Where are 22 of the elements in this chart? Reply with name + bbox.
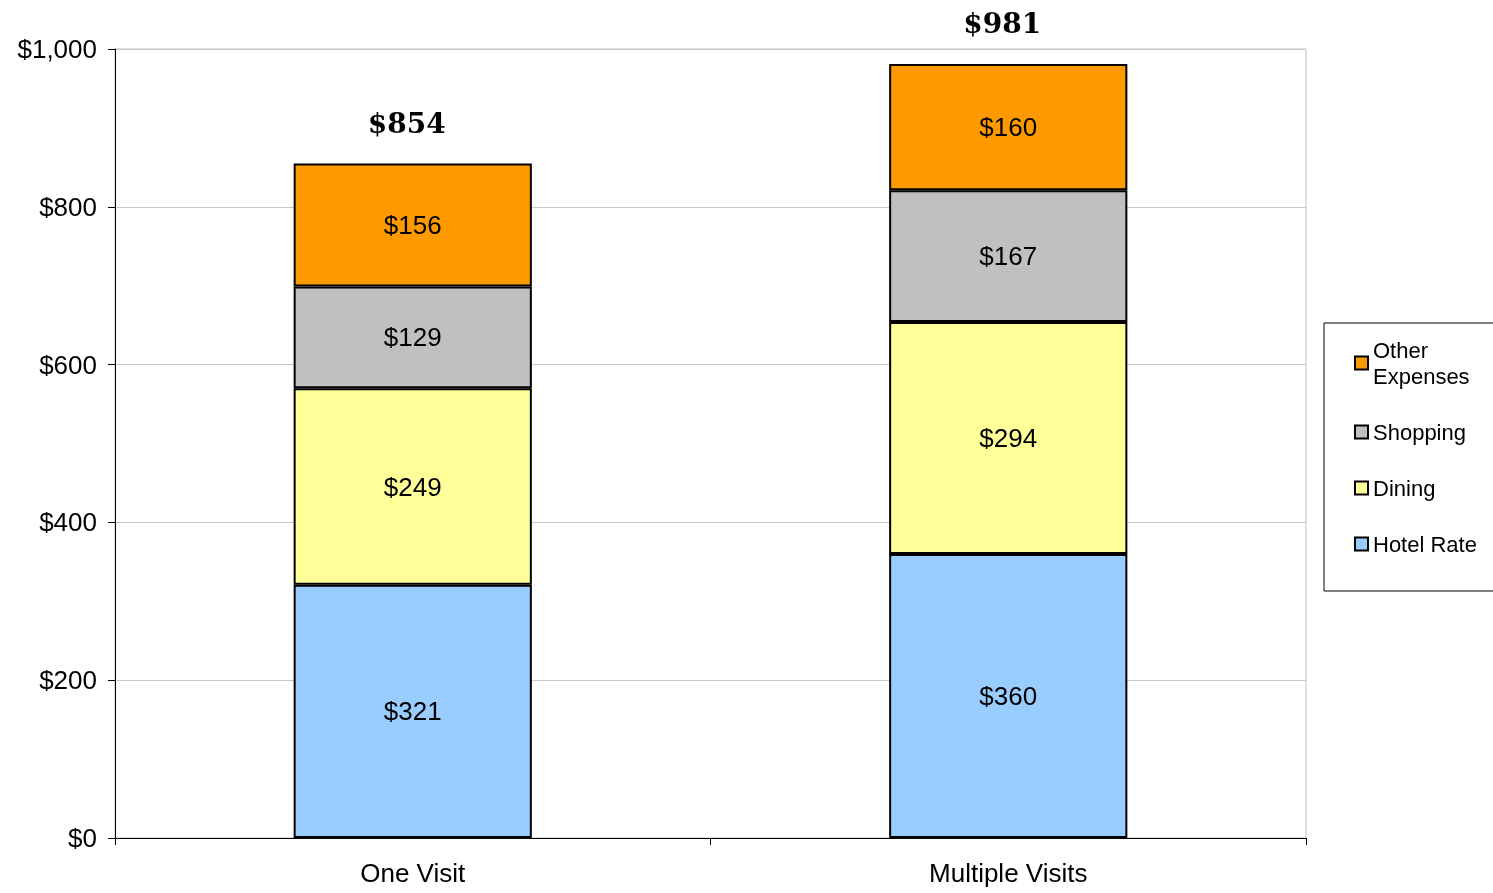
- data-label: $160: [979, 112, 1038, 143]
- data-label: $360: [979, 680, 1038, 711]
- x-tick-label: Multiple Visits: [929, 858, 1088, 888]
- x-tick-label: One Visit: [360, 858, 467, 888]
- data-label: $129: [383, 322, 442, 353]
- legend-label: Hotel Rate: [1373, 531, 1477, 557]
- data-label: $156: [383, 209, 442, 240]
- legend-label: Dining: [1373, 475, 1436, 501]
- data-label: $249: [383, 471, 442, 502]
- y-tick-label: $1,000: [17, 34, 97, 64]
- y-tick-label: $800: [39, 191, 97, 222]
- y-tick-label: $600: [39, 349, 97, 380]
- y-tick-label: $200: [39, 665, 97, 696]
- y-tick-label: $400: [39, 507, 97, 538]
- legend-label: Other Expenses: [1373, 337, 1470, 389]
- y-tick-label: $0: [68, 823, 97, 853]
- data-label: $294: [979, 422, 1038, 453]
- data-label: $167: [979, 241, 1038, 272]
- data-label: $321: [383, 696, 442, 727]
- legend-label: Shopping: [1373, 419, 1466, 445]
- total-label: $854: [367, 106, 446, 140]
- total-label: $981: [963, 7, 1042, 41]
